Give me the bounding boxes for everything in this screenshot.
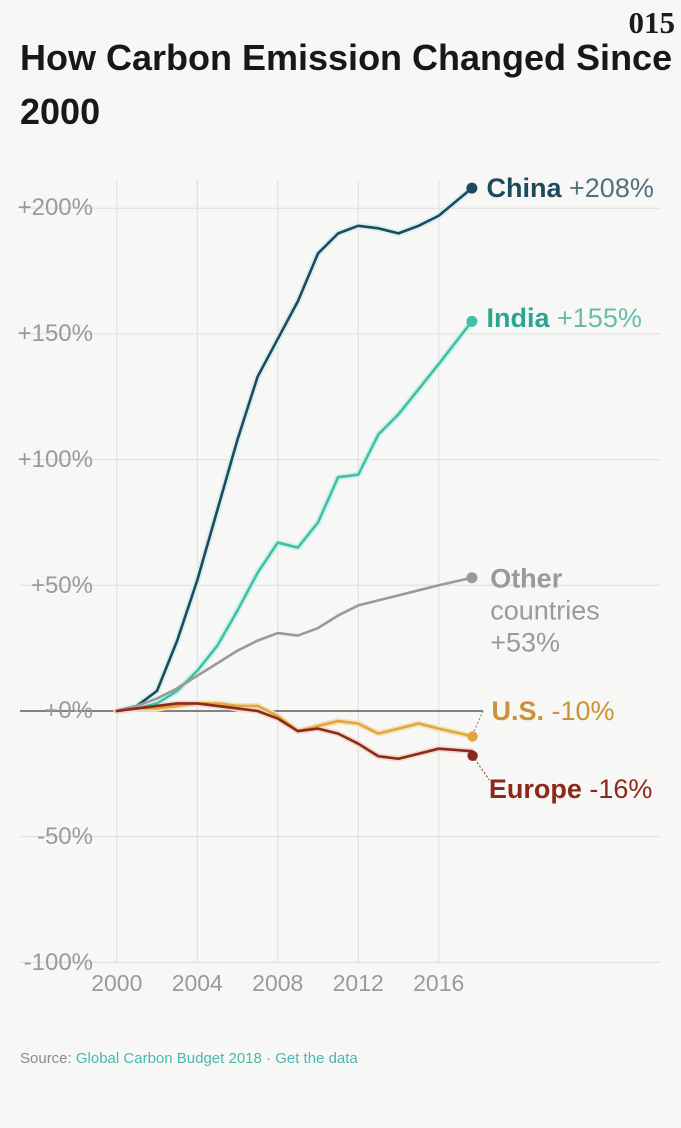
svg-text:+200%: +200% xyxy=(18,194,93,221)
svg-text:U.S. -10%: U.S. -10% xyxy=(492,696,615,726)
svg-text:+50%: +50% xyxy=(31,572,93,599)
svg-text:+100%: +100% xyxy=(18,446,93,473)
svg-text:India +155%: India +155% xyxy=(487,303,642,333)
svg-text:2012: 2012 xyxy=(333,970,384,996)
svg-text:+53%: +53% xyxy=(490,627,560,657)
svg-text:-100%: -100% xyxy=(24,949,93,976)
svg-text:2008: 2008 xyxy=(252,970,303,996)
svg-text:Other: Other xyxy=(490,564,563,594)
svg-text:China +208%: China +208% xyxy=(487,173,654,203)
svg-text:-50%: -50% xyxy=(37,823,93,850)
svg-text:+150%: +150% xyxy=(18,320,93,347)
svg-text:2004: 2004 xyxy=(172,970,223,996)
svg-text:+0%: +0% xyxy=(44,697,93,724)
svg-text:2016: 2016 xyxy=(413,970,464,996)
svg-text:Europe -16%: Europe -16% xyxy=(489,774,653,804)
svg-text:2000: 2000 xyxy=(91,970,142,996)
svg-text:countries: countries xyxy=(490,595,600,625)
